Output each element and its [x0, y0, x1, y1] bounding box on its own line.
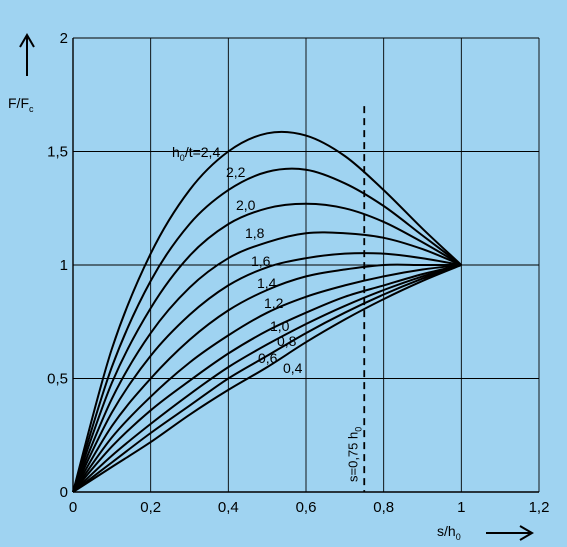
y-axis-label: F/Fc — [8, 95, 34, 114]
curve-2 — [72, 202, 462, 493]
x-axis-label: s/h0 — [437, 523, 461, 542]
curve-label-2-2: 2,2 — [226, 164, 246, 180]
x-tick-label: 1,2 — [529, 499, 550, 516]
y-tick-label: 1 — [60, 257, 68, 274]
y-axis-arrowhead — [19, 33, 35, 48]
curve-label-0-8: 0,8 — [277, 333, 297, 349]
curve-label-0-4: 0,4 — [283, 360, 303, 376]
curve-label-1-2: 1,2 — [264, 295, 284, 311]
curve-1 — [72, 264, 462, 493]
y-tick-label: 0,5 — [47, 371, 68, 388]
y-tick-label: 2 — [60, 30, 68, 47]
annotations: s=0,75 h0 — [345, 106, 366, 492]
tick-labels: 0 0,2 0,4 0,6 0,8 1 1,200,511,52 — [47, 30, 549, 516]
curve-label-1-4: 1,4 — [257, 275, 277, 291]
y-tick-label: 1,5 — [47, 144, 68, 161]
axis-titles: F/Fc s/h0 — [8, 33, 534, 542]
curve-1-4 — [72, 263, 462, 493]
curve-label-1: 1,0 — [270, 318, 290, 334]
curve-1-2 — [72, 264, 462, 493]
curve-label-2-4: h0/t=2,4 — [172, 144, 220, 163]
curve-2-4 — [72, 130, 462, 493]
curve-1-6 — [72, 252, 462, 493]
x-tick-label: 0,2 — [140, 499, 161, 516]
x-tick-label: 0 — [69, 499, 77, 516]
annotation-label: s=0,75 h0 — [345, 427, 363, 482]
x-tick-label: 0,4 — [218, 499, 239, 516]
curve-2-2 — [72, 167, 462, 493]
y-tick-label: 0 — [60, 484, 68, 501]
curve-1-8 — [72, 231, 462, 493]
x-tick-label: 1 — [457, 499, 465, 516]
curve-label-0-6: 0,6 — [258, 350, 278, 366]
curves: h0/t=2,4 2,2 2,0 1,8 1,6 1,4 1,2 1,00,80,6 0,4 — [72, 130, 462, 493]
x-axis-arrowhead — [519, 525, 534, 541]
x-tick-label: 0,8 — [373, 499, 394, 516]
curve-label-2: 2,0 — [236, 197, 256, 213]
x-tick-label: 0,6 — [296, 499, 317, 516]
curve-0-6 — [72, 264, 462, 493]
curve-label-1-8: 1,8 — [245, 225, 265, 241]
curve-0-4 — [72, 264, 462, 493]
curve-label-1-6: 1,6 — [251, 253, 271, 269]
curve-0-8 — [72, 264, 462, 493]
